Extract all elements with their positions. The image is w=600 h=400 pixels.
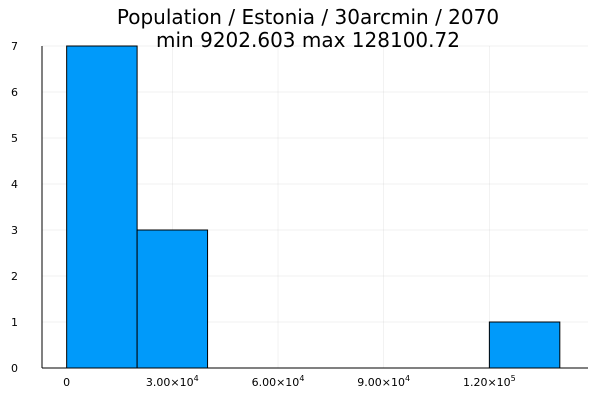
histogram-bar [66,45,138,369]
x-tick-label: 6.00×104 [252,374,305,389]
chart-title-line-2: min 9202.603 max 128100.72 [156,28,460,52]
x-tick-label: 1.20×105 [463,374,516,389]
y-tick-label: 4 [11,178,18,191]
y-tick-label: 0 [11,362,18,375]
y-tick-label: 6 [11,86,18,99]
histogram-bar [488,321,561,369]
x-tick-labels: 0 3.00×104 6.00×104 9.00×104 1.20×105 [63,374,516,389]
histogram-bars [66,45,561,369]
x-tick-label: 3.00×104 [146,374,199,389]
y-tick-label: 7 [11,40,18,53]
y-tick-label: 2 [11,270,18,283]
y-tick-label: 1 [11,316,18,329]
plot-axes [41,46,588,369]
y-tick-label: 5 [11,132,18,145]
y-tick-label: 3 [11,224,18,237]
y-tick-labels: 0 1 2 3 4 5 6 7 [11,40,18,375]
chart-title-line-1: Population / Estonia / 30arcmin / 2070 [117,5,499,29]
x-tick-label: 9.00×104 [357,374,410,389]
histogram-bar [136,229,209,369]
x-tick-label: 0 [63,376,70,389]
